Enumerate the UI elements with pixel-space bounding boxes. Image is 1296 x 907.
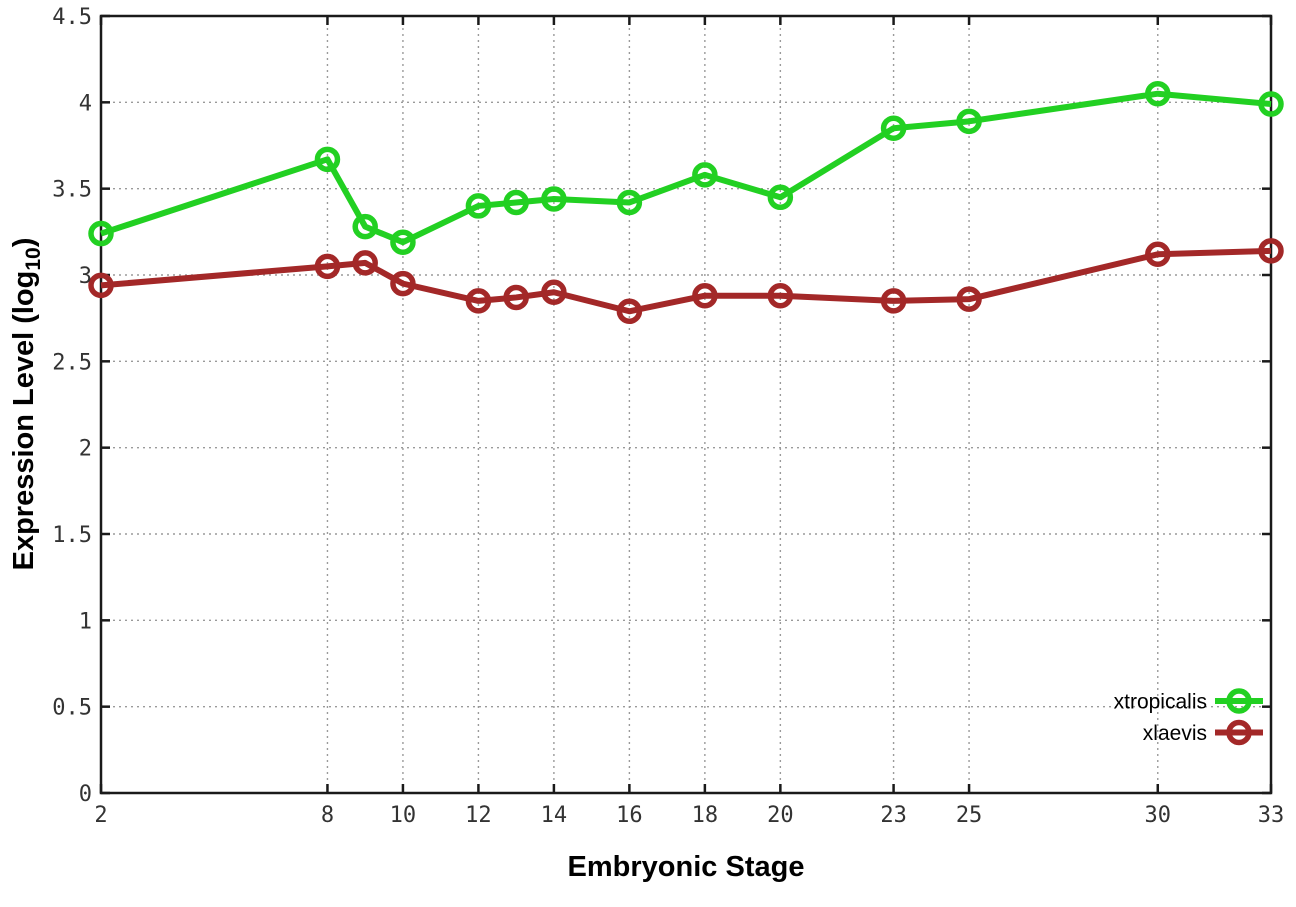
y-axis-title-main: Expression Level (log	[8, 271, 40, 571]
x-tick-label-25: 25	[956, 803, 983, 828]
plot-border	[99, 14, 1273, 795]
x-tick-label-33: 33	[1258, 803, 1285, 828]
series-xtropicalis-line	[100, 90, 1272, 246]
data-point-xlaevis-stage-16	[616, 298, 643, 325]
data-point-xlaevis-stage-8	[314, 253, 341, 280]
x-tick-label-2: 2	[94, 803, 107, 828]
grid	[101, 16, 1271, 793]
data-point-xtropicalis-stage-25	[956, 108, 982, 135]
data-point-xtropicalis-stage-12	[465, 193, 492, 219]
data-point-xtropicalis-stage-30	[1145, 80, 1171, 107]
x-tick-label-12: 12	[465, 803, 492, 828]
series-layer	[88, 80, 1284, 325]
x-tick-labels: 2 8 10 12 14 16 18 20 23 25 30 33	[94, 803, 1284, 828]
data-point-xtropicalis-stage-16	[616, 189, 643, 216]
series-xlaevis	[88, 238, 1284, 325]
x-tick-label-18: 18	[692, 803, 719, 828]
data-point-xtropicalis-stage-23	[880, 115, 907, 141]
data-point-xlaevis-stage-14	[541, 279, 567, 306]
data-point-xtropicalis-stage-2	[88, 220, 114, 247]
data-point-xlaevis-stage-12	[465, 288, 492, 314]
data-point-xtropicalis-stage-9	[352, 213, 378, 240]
data-point-xtropicalis-stage-18	[692, 162, 718, 188]
legend: xtropicalis xlaevis	[1114, 688, 1263, 746]
y-tick-label-0: 0	[79, 782, 92, 807]
data-point-xlaevis-stage-30	[1145, 241, 1171, 268]
data-point-xlaevis-stage-20	[767, 282, 794, 309]
data-point-xlaevis-stage-33	[1258, 238, 1284, 264]
x-tick-label-14: 14	[541, 803, 568, 828]
legend-marker-xlaevis	[1226, 719, 1252, 746]
data-point-xtropicalis-stage-13	[503, 189, 529, 216]
y-tick-label-1: 1	[79, 609, 92, 634]
data-point-xtropicalis-stage-20	[767, 184, 794, 211]
y-tick-label-3: 3	[79, 264, 92, 289]
x-tick-label-20: 20	[767, 803, 794, 828]
axis-ticks	[99, 14, 1273, 795]
series-xtropicalis	[88, 80, 1284, 255]
y-axis-title-close: )	[8, 238, 40, 248]
data-point-xtropicalis-stage-10	[390, 229, 416, 255]
y-tick-label-3.5: 3.5	[52, 178, 92, 203]
y-tick-label-1.5: 1.5	[52, 523, 92, 548]
legend-entry-xlaevis: xlaevis	[1143, 719, 1263, 746]
data-point-xlaevis-stage-2	[88, 272, 114, 299]
data-point-xlaevis-stage-9	[352, 250, 378, 276]
x-axis-title: Embryonic Stage	[568, 851, 805, 883]
data-point-xlaevis-stage-13	[503, 284, 529, 311]
x-tick-label-16: 16	[616, 803, 643, 828]
legend-label-xtropicalis: xtropicalis	[1114, 691, 1207, 714]
x-tick-label-23: 23	[880, 803, 907, 828]
data-point-xlaevis-stage-18	[692, 282, 718, 309]
series-xlaevis-line	[100, 247, 1272, 315]
data-point-xtropicalis-stage-8	[314, 146, 341, 173]
x-tick-label-10: 10	[390, 803, 417, 828]
data-point-xlaevis-stage-10	[390, 270, 416, 297]
y-tick-label-0.5: 0.5	[52, 696, 92, 721]
x-tick-label-8: 8	[321, 803, 334, 828]
y-axis-title: Expression Level (log10)	[8, 238, 45, 571]
x-tick-label-30: 30	[1145, 803, 1172, 828]
y-tick-label-2.5: 2.5	[52, 350, 92, 375]
y-tick-label-4.5: 4.5	[52, 5, 92, 30]
y-tick-labels: 0 0.5 1 1.5 2 2.5 3 3.5 4 4.5	[52, 5, 92, 807]
y-tick-label-2: 2	[79, 437, 92, 462]
data-point-xtropicalis-stage-14	[541, 186, 567, 212]
y-tick-label-4: 4	[79, 91, 92, 116]
data-point-xlaevis-stage-25	[956, 286, 982, 312]
legend-marker-xtropicalis	[1226, 688, 1252, 714]
data-point-xlaevis-stage-23	[880, 288, 907, 314]
legend-label-xlaevis: xlaevis	[1143, 722, 1207, 745]
data-point-xtropicalis-stage-33	[1258, 91, 1284, 117]
legend-entry-xtropicalis: xtropicalis	[1114, 688, 1263, 714]
y-axis-title-subscript: 10	[22, 247, 45, 270]
